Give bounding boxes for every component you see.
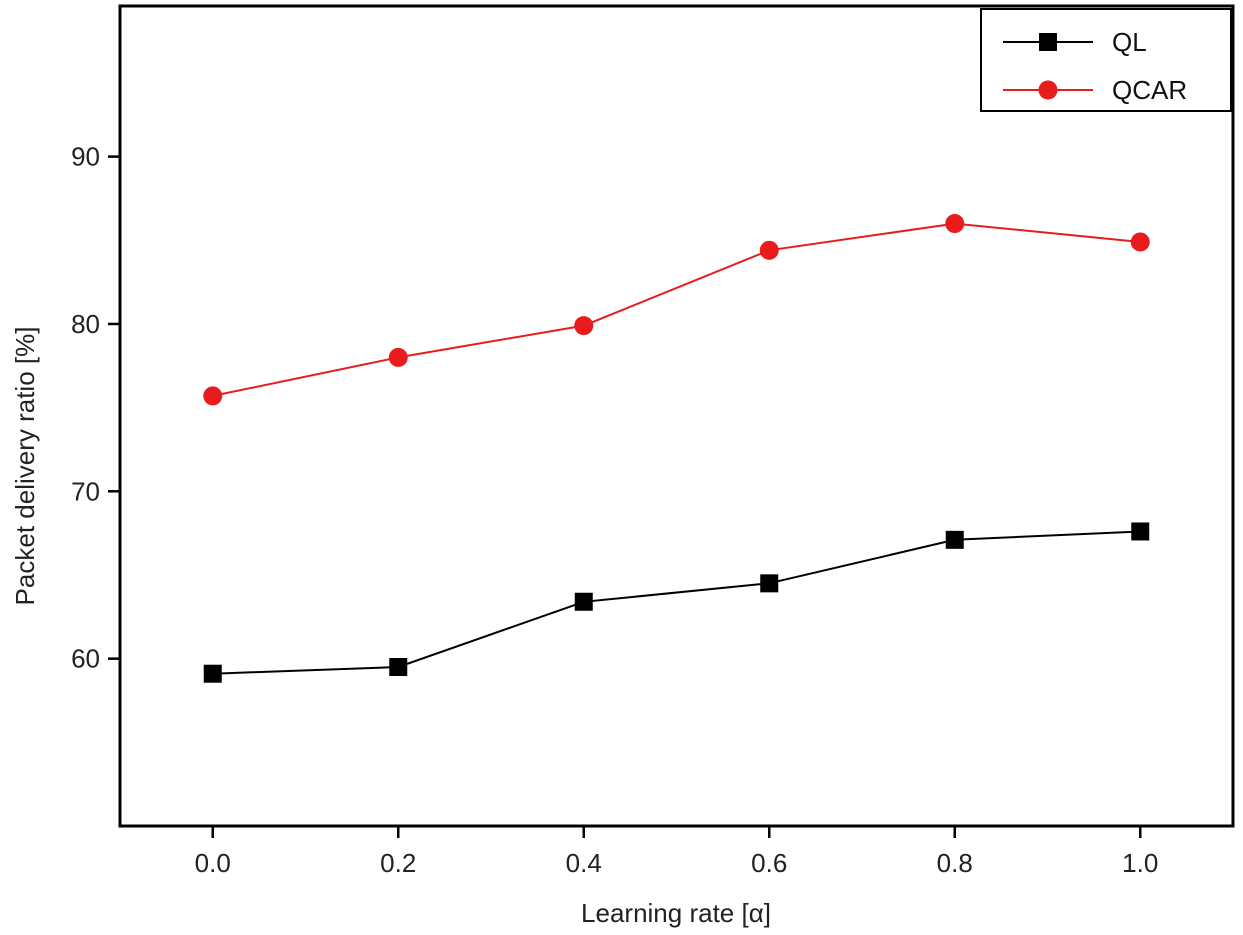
series-qcar [203,214,1150,406]
legend-marker-qcar [1038,80,1058,100]
x-tick-label: 0.8 [937,848,973,878]
series-qcar-point [203,386,223,406]
y-tick-label: 60 [71,644,100,674]
y-axis-title: Packet delivery ratio [%] [10,327,40,606]
series-qcar-point [1130,232,1150,252]
series-ql-point [574,592,593,611]
legend-entry-qcar: QCAR [1003,75,1187,105]
x-tick-label: 1.0 [1122,848,1158,878]
x-tick-label: 0.4 [566,848,602,878]
series-ql-point [945,530,964,549]
series-ql-point [1131,522,1150,541]
y-tick-label: 80 [71,309,100,339]
y-tick-label: 70 [71,476,100,506]
series-qcar-point [574,316,594,336]
legend-entry-ql: QL [1003,27,1147,57]
legend-label-qcar: QCAR [1112,75,1187,105]
x-tick-label: 0.0 [195,848,231,878]
series-ql-line [212,530,1141,675]
x-axis-title: Learning rate [α] [581,898,771,928]
y-axis: 60 70 80 90 [71,142,120,674]
x-tick-label: 0.6 [751,848,787,878]
plot-frame [118,4,1235,828]
x-axis: 0.0 0.2 0.4 0.6 0.8 1.0 [195,826,1158,878]
series-ql-point [203,664,222,683]
series-qcar-line [212,222,1141,397]
series-qcar-point [388,347,408,367]
legend-label-ql: QL [1112,27,1147,57]
series-qcar-point [759,240,779,260]
legend: QL QCAR [980,8,1232,112]
series-ql [203,522,1150,683]
y-tick-label: 90 [71,142,100,172]
series-ql-point [760,574,779,593]
legend-marker-ql [1039,33,1057,51]
legend-box [980,8,1232,112]
series-ql-point [389,658,408,677]
series-qcar-point [945,214,965,234]
series-layer [203,214,1150,683]
x-tick-label: 0.2 [380,848,416,878]
